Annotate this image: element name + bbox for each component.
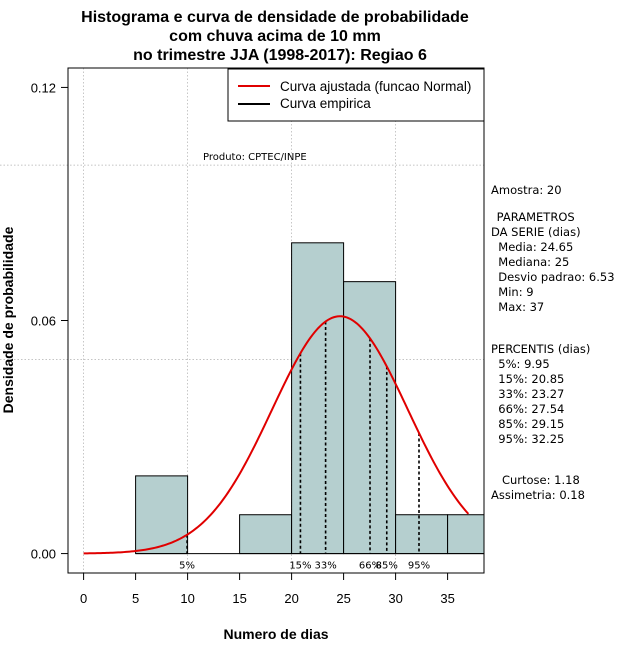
x-tick-label: 5 bbox=[132, 591, 139, 606]
y-tick-label: 0.06 bbox=[31, 314, 56, 329]
histogram-bar bbox=[239, 514, 293, 555]
param-median: Mediana: 25 bbox=[491, 255, 569, 269]
histogram-bar bbox=[135, 475, 189, 555]
normal-curve bbox=[83, 315, 470, 555]
percentile-15: 15%: 20.85 bbox=[491, 372, 564, 386]
percentile-label: 33% bbox=[314, 561, 336, 572]
chart-title-line-3: no trimestre JJA (1998-2017): Regiao 6 bbox=[133, 47, 427, 64]
percentile-label: 95% bbox=[408, 561, 430, 572]
x-tick-label: 35 bbox=[440, 591, 454, 606]
percentile-label: 85% bbox=[376, 561, 398, 572]
x-tick-label: 10 bbox=[180, 591, 194, 606]
percentile-85: 85%: 29.15 bbox=[491, 417, 564, 431]
param-max: Max: 37 bbox=[491, 300, 544, 314]
percentile-66: 66%: 27.54 bbox=[491, 402, 564, 416]
parameters-title: PARAMETROS bbox=[493, 210, 575, 224]
statistics-panel: Amostra: 20 PARAMETROS DA SERIE (dias) M… bbox=[491, 183, 615, 502]
product-annotation: Produto: CPTEC/INPE bbox=[203, 152, 307, 163]
x-tick-label: 20 bbox=[284, 591, 298, 606]
chart-title-line-2: com chuva acima de 10 mm bbox=[169, 28, 381, 45]
percentile-lines: 5% 15% 33% 66%85% 95% bbox=[179, 321, 430, 572]
percentile-label: 15% bbox=[289, 561, 311, 572]
y-tick-label: 0.12 bbox=[31, 80, 56, 95]
kurtosis: Curtose: 1.18 bbox=[491, 473, 580, 487]
legend-label-fitted: Curva ajustada (funcao Normal) bbox=[280, 79, 471, 94]
param-std-dev: Desvio padrao: 6.53 bbox=[491, 270, 615, 284]
x-tick-label: 30 bbox=[388, 591, 402, 606]
normal-curve-layer bbox=[83, 315, 470, 555]
x-tick-label: 0 bbox=[80, 591, 87, 606]
y-axis-label: Densidade de probabilidade bbox=[0, 226, 16, 413]
percentile-label: 5% bbox=[179, 561, 195, 572]
percentiles-title: PERCENTIS (dias) bbox=[491, 342, 590, 356]
x-tick-label: 25 bbox=[336, 591, 350, 606]
x-axis-label: Numero de dias bbox=[223, 626, 328, 642]
sample-size: Amostra: 20 bbox=[491, 183, 562, 197]
percentile-label: 66% bbox=[359, 561, 381, 572]
legend-box bbox=[227, 68, 485, 122]
parameters-subtitle: DA SERIE (dias) bbox=[491, 225, 581, 239]
legend-label-empirical: Curva empirica bbox=[280, 96, 371, 111]
percentile-33: 33%: 23.27 bbox=[491, 387, 564, 401]
percentile-5: 5%: 9.95 bbox=[491, 357, 550, 371]
percentile-95: 95%: 32.25 bbox=[491, 432, 564, 446]
skewness: Assimetria: 0.18 bbox=[491, 488, 585, 502]
histogram-bar bbox=[291, 242, 345, 555]
param-mean: Media: 24.65 bbox=[491, 240, 573, 254]
histogram-bar bbox=[395, 514, 449, 555]
x-tick-label: 15 bbox=[232, 591, 246, 606]
y-tick-label: 0.00 bbox=[31, 547, 56, 562]
legend: Curva ajustada (funcao Normal) Curva emp… bbox=[227, 68, 485, 122]
param-min: Min: 9 bbox=[491, 285, 534, 299]
grid-lines bbox=[0, 68, 484, 573]
histogram-bar bbox=[447, 514, 485, 555]
chart-title-line-1: Histograma e curva de densidade de proba… bbox=[81, 9, 469, 26]
plot-frame bbox=[67, 67, 485, 574]
